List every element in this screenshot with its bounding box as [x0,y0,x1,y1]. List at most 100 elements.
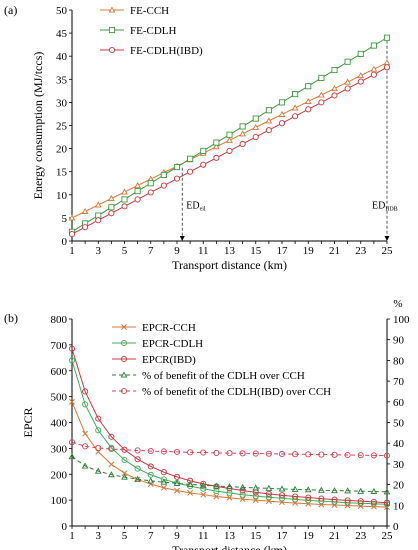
x-tick-label: 17 [277,530,289,542]
series-4 [68,439,391,459]
data-point [213,154,220,161]
data-point [370,71,377,78]
data-point [199,481,207,488]
data-point [304,486,312,493]
data-point [121,470,128,477]
legend: EPCR-CCH EPCR-CDLH EPCR(IBD) % of benefit o… [112,322,331,398]
data-point [174,487,180,494]
data-point [305,494,312,501]
data-point [94,201,102,208]
x-tick-label: 15 [250,530,262,542]
x-axis-title: Transport distance (km) [172,543,287,550]
data-point [213,139,220,146]
y-right-tick-label: 50 [393,418,405,430]
y-tick-label: 5 [62,213,68,225]
data-point [95,415,102,422]
y-right-tick-label: 90 [393,335,405,347]
data-point [265,117,273,124]
data-point [357,487,365,494]
data-point [121,446,128,453]
data-point [239,130,246,137]
data-point [318,74,325,81]
legend-swatch-marker [108,46,116,54]
data-point [160,478,168,485]
data-point [305,83,312,90]
x-tick-label: 1 [69,530,75,542]
data-point [265,494,272,501]
data-point [291,104,299,111]
data-point [344,497,351,504]
data-point [370,65,378,72]
x-tick-label: 9 [174,530,180,542]
legend-swatch-marker [108,26,116,34]
y-tick-label: 400 [51,418,68,430]
data-point [68,214,76,221]
data-point [252,123,260,130]
data-point [82,443,89,450]
x-axis-title: Transport distance (km) [172,258,287,272]
data-point [239,491,246,498]
data-point [252,492,259,500]
data-point [318,495,325,502]
data-point [278,120,286,127]
data-point [305,451,312,458]
annotation-sub: IIDB [385,207,397,213]
data-point [331,92,338,99]
x-tick-label: 7 [148,245,154,257]
data-point [134,447,141,454]
y-right-tick-label: 80 [393,355,405,367]
data-point [147,481,154,488]
data-point [239,123,246,130]
data-point [331,487,338,494]
series-0 [68,59,391,221]
data-point [357,500,364,507]
data-point [147,448,154,455]
data-point [160,171,167,178]
series-2 [68,64,391,238]
y-tick-label: 30 [56,97,68,109]
legend-swatch-marker [120,387,128,395]
legend-swatch-marker [120,371,128,378]
data-point [200,161,207,168]
data-point [252,115,259,122]
data-point [278,495,286,502]
data-point [69,398,75,405]
y-tick-label: 600 [51,366,68,378]
legend-label: FE-CDLH(IBD) [130,45,203,57]
y-tick-label: 200 [51,469,68,481]
data-point [305,106,312,113]
data-point [383,499,391,506]
data-point [331,85,338,92]
data-point [95,444,102,452]
x-tick-label: 11 [198,245,209,257]
data-point [370,487,378,494]
data-point [344,85,351,92]
data-point [160,476,167,483]
y-right-tick-label: 40 [393,438,405,450]
data-point [160,484,167,491]
y-right-tick-label: 100 [393,314,410,326]
legend-label: % of benefit of the CDLH(IBD) over CCH [142,386,331,398]
y-tick-label: 35 [56,74,68,86]
y-axis-right-title: % [393,298,402,310]
y-tick-label: 45 [56,28,68,40]
data-point [108,194,115,202]
data-point [134,475,141,482]
data-point [82,224,89,231]
x-tick-label: 5 [122,245,128,257]
data-point [200,480,207,487]
data-point [147,189,154,196]
x-tick-label: 19 [303,530,315,542]
data-point [108,433,115,440]
series-line [71,456,388,493]
data-point [68,231,76,238]
series-1 [68,34,391,235]
data-point [370,498,377,505]
data-point [95,427,102,434]
y-axis-title: EPCR [21,407,35,437]
y-right-tick-label: 30 [393,459,405,471]
chart-panel-a: (a)1 3 5 7 9 11 13 15 17 19 21 23 250510152025303540… [4,3,398,272]
legend-label: FE-CDLH [130,25,177,37]
legend-label: EPCR-CDLH [142,338,203,350]
data-point [121,188,128,195]
